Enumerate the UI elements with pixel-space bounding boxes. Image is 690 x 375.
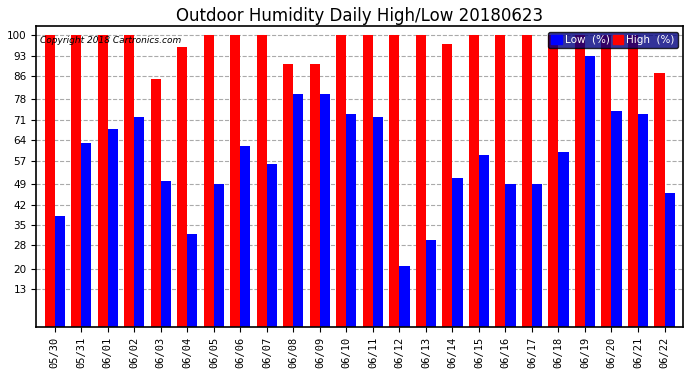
Bar: [257, 35, 267, 327]
Bar: [373, 117, 383, 327]
Bar: [320, 94, 330, 327]
Bar: [389, 35, 400, 327]
Bar: [506, 184, 515, 327]
Bar: [611, 111, 622, 327]
Bar: [310, 64, 320, 327]
Title: Outdoor Humidity Daily High/Low 20180623: Outdoor Humidity Daily High/Low 20180623: [176, 7, 543, 25]
Bar: [135, 117, 144, 327]
Bar: [453, 178, 462, 327]
Bar: [575, 35, 585, 327]
Bar: [638, 114, 648, 327]
Legend: Low  (%), High  (%): Low (%), High (%): [548, 32, 678, 48]
Bar: [204, 35, 214, 327]
Bar: [151, 79, 161, 327]
Bar: [495, 35, 506, 327]
Bar: [230, 35, 240, 327]
Bar: [71, 35, 81, 327]
Bar: [522, 35, 532, 327]
Bar: [293, 94, 304, 327]
Bar: [363, 35, 373, 327]
Bar: [400, 266, 409, 327]
Bar: [442, 44, 453, 327]
Bar: [161, 181, 171, 327]
Bar: [558, 152, 569, 327]
Bar: [214, 184, 224, 327]
Bar: [654, 73, 664, 327]
Bar: [177, 47, 188, 327]
Bar: [628, 35, 638, 327]
Bar: [267, 164, 277, 327]
Bar: [124, 35, 135, 327]
Bar: [469, 35, 479, 327]
Bar: [108, 129, 118, 327]
Bar: [549, 35, 558, 327]
Bar: [585, 56, 595, 327]
Bar: [479, 155, 489, 327]
Bar: [284, 64, 293, 327]
Bar: [664, 193, 675, 327]
Bar: [416, 35, 426, 327]
Bar: [45, 35, 55, 327]
Bar: [188, 234, 197, 327]
Bar: [346, 114, 357, 327]
Bar: [532, 184, 542, 327]
Bar: [81, 143, 92, 327]
Bar: [98, 35, 108, 327]
Text: Copyright 2018 Cartronics.com: Copyright 2018 Cartronics.com: [39, 36, 181, 45]
Bar: [240, 146, 250, 327]
Bar: [602, 35, 611, 327]
Bar: [336, 35, 346, 327]
Bar: [426, 240, 436, 327]
Bar: [55, 216, 65, 327]
